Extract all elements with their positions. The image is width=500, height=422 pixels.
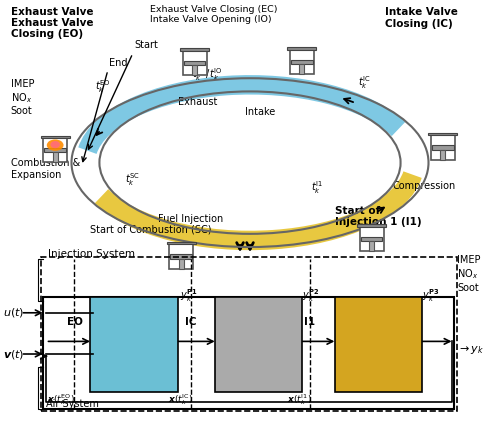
- FancyBboxPatch shape: [361, 237, 382, 241]
- Text: Exhaust Valve
Closing (EO): Exhaust Valve Closing (EO): [10, 18, 93, 39]
- Text: $u(t)$: $u(t)$: [3, 306, 24, 319]
- FancyBboxPatch shape: [184, 61, 206, 65]
- Text: $\rightarrow y_k$: $\rightarrow y_k$: [457, 344, 484, 356]
- Text: Phase 2
(P2)
Com-
pression: Phase 2 (P2) Com- pression: [235, 336, 282, 381]
- FancyBboxPatch shape: [215, 297, 302, 392]
- FancyBboxPatch shape: [44, 148, 66, 152]
- Text: $\boldsymbol{x}(t_k^{\mathrm{I1}})$: $\boldsymbol{x}(t_k^{\mathrm{I1}})$: [288, 392, 312, 407]
- FancyBboxPatch shape: [440, 149, 446, 160]
- Text: Air System: Air System: [46, 399, 98, 408]
- Text: $y_k^{\mathbf{P2}}$: $y_k^{\mathbf{P2}}$: [302, 287, 320, 303]
- FancyBboxPatch shape: [360, 227, 384, 251]
- Text: $y_k^{\mathbf{P3}}$: $y_k^{\mathbf{P3}}$: [422, 287, 440, 303]
- Text: $t_k^{\mathrm{I1}}$: $t_k^{\mathrm{I1}}$: [311, 179, 324, 196]
- Text: Compression: Compression: [392, 181, 456, 191]
- FancyBboxPatch shape: [432, 145, 454, 149]
- FancyBboxPatch shape: [192, 65, 197, 75]
- Text: $\boldsymbol{x}(t_k^{\mathrm{IC}})$: $\boldsymbol{x}(t_k^{\mathrm{IC}})$: [168, 392, 193, 407]
- FancyBboxPatch shape: [431, 135, 455, 160]
- FancyBboxPatch shape: [183, 51, 206, 75]
- FancyBboxPatch shape: [41, 136, 70, 138]
- Text: $y_k^{\mathbf{P1}}$: $y_k^{\mathbf{P1}}$: [180, 287, 198, 303]
- Text: $t_k^{\mathrm{EC}}/t_k^{\mathrm{IO}}$: $t_k^{\mathrm{EC}}/t_k^{\mathrm{IO}}$: [192, 66, 223, 83]
- Text: Start of: Start of: [335, 206, 380, 216]
- FancyBboxPatch shape: [290, 50, 314, 74]
- Text: IC: IC: [186, 317, 197, 327]
- Text: IMEP
NO$_x$
Soot: IMEP NO$_x$ Soot: [10, 79, 34, 116]
- Ellipse shape: [47, 139, 64, 151]
- FancyBboxPatch shape: [335, 297, 422, 392]
- FancyBboxPatch shape: [43, 138, 67, 162]
- Text: Exhaust Valve Closing (EC): Exhaust Valve Closing (EC): [150, 5, 278, 14]
- FancyBboxPatch shape: [288, 47, 316, 50]
- Text: Intake Valve
Closing (IC): Intake Valve Closing (IC): [384, 7, 458, 29]
- FancyBboxPatch shape: [170, 244, 193, 269]
- Text: $t_k^{\mathrm{IC}}$: $t_k^{\mathrm{IC}}$: [358, 74, 371, 91]
- Text: I1: I1: [304, 317, 316, 327]
- FancyBboxPatch shape: [358, 225, 386, 227]
- Text: $\boldsymbol{v}(t)$: $\boldsymbol{v}(t)$: [3, 347, 24, 360]
- Text: Combustion &
Expansion: Combustion & Expansion: [10, 158, 80, 180]
- FancyBboxPatch shape: [170, 254, 192, 259]
- FancyBboxPatch shape: [428, 133, 457, 135]
- Text: Phase 1
(P1)
Gas Ex-
change: Phase 1 (P1) Gas Ex- change: [112, 336, 156, 381]
- Text: $t_k^{\mathrm{SC}}$: $t_k^{\mathrm{SC}}$: [125, 171, 140, 188]
- FancyBboxPatch shape: [53, 152, 58, 162]
- Ellipse shape: [50, 141, 60, 148]
- Text: Start: Start: [134, 41, 158, 50]
- Text: Injection 1 (I1): Injection 1 (I1): [335, 217, 422, 227]
- Text: EO: EO: [66, 317, 82, 327]
- Text: Fuel Injection: Fuel Injection: [158, 214, 223, 225]
- FancyBboxPatch shape: [90, 297, 178, 392]
- Text: Intake Valve Opening (IO): Intake Valve Opening (IO): [150, 16, 272, 24]
- FancyBboxPatch shape: [300, 64, 304, 74]
- Text: End: End: [110, 58, 128, 68]
- Text: Exhaust: Exhaust: [178, 97, 218, 107]
- Text: $\boldsymbol{x}(t_k^{\mathrm{EO}})$: $\boldsymbol{x}(t_k^{\mathrm{EO}})$: [46, 392, 74, 407]
- Text: Injection System: Injection System: [48, 249, 135, 259]
- FancyBboxPatch shape: [180, 49, 209, 51]
- FancyBboxPatch shape: [370, 241, 374, 251]
- FancyBboxPatch shape: [179, 259, 184, 269]
- Text: Start of Combustion (SC): Start of Combustion (SC): [90, 225, 211, 235]
- FancyBboxPatch shape: [291, 60, 312, 64]
- Text: IMEP
NO$_x$
Soot: IMEP NO$_x$ Soot: [457, 255, 480, 292]
- FancyBboxPatch shape: [167, 242, 196, 244]
- Text: $t_k^{\mathrm{EO}}$: $t_k^{\mathrm{EO}}$: [95, 78, 111, 95]
- Text: Intake: Intake: [245, 107, 275, 117]
- Text: Phase 3
(P3)
Com-
bustion: Phase 3 (P3) Com- bustion: [357, 336, 400, 381]
- Text: Exhaust Valve: Exhaust Valve: [10, 7, 93, 29]
